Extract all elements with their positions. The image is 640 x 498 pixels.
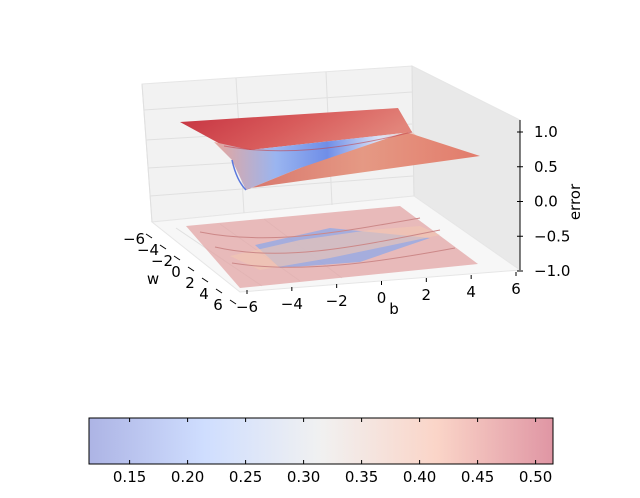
colorbar-tick-label: 0.15: [113, 468, 146, 486]
pane-gridline-h-3: [149, 175, 414, 197]
pane-gridline-v-3: [411, 65, 415, 197]
contour-floor-line-1: [199, 217, 421, 239]
z-tick-label: 0.0: [534, 193, 558, 211]
contour-floor-line-3: [231, 247, 456, 268]
colorbar: 0.15 0.20 0.25 0.30 0.35 0.40 0.45 0.50: [88, 417, 554, 486]
colorbar-tick-label: 0.40: [403, 468, 436, 486]
pane-gridline-v-0: [141, 83, 153, 223]
contour-floor-warm-band: [230, 226, 440, 270]
x-tick-label: 6: [511, 280, 521, 298]
surface-ridge: [223, 131, 413, 152]
colorbar-tick-label: 0.45: [461, 468, 494, 486]
surface-front-sheet: [246, 132, 480, 190]
colorbar-tick-label: 0.35: [345, 468, 378, 486]
surface-high-plateau: [180, 108, 412, 150]
z-tick-label: −1.0: [534, 262, 570, 280]
x-tick-label: −2: [326, 292, 348, 310]
y-tick-label: 2: [185, 274, 195, 292]
y-tick-mark: [229, 299, 237, 305]
contour-floor-line-2: [214, 229, 441, 254]
y-tick-mark: [187, 266, 195, 272]
z-tick-label: 0.5: [534, 158, 558, 176]
z-axis-label: error: [566, 183, 584, 220]
y-tick-mark: [145, 233, 153, 239]
colorbar-fill: [89, 418, 553, 464]
x-tick-label: −6: [236, 298, 258, 316]
y-tick-label: 6: [213, 296, 223, 314]
colorbar-frame: [88, 417, 554, 465]
colorbar-tick-label: 0.25: [229, 468, 262, 486]
y-tick-mark: [173, 255, 181, 261]
y-tick-label: 0: [171, 263, 181, 281]
y-tick-label: −6: [123, 230, 145, 248]
y-tick-label: −4: [137, 241, 159, 259]
y-tick-mark: [201, 277, 209, 283]
x-tick-label: 0: [377, 289, 387, 307]
colorbar-tick-label: 0.30: [287, 468, 320, 486]
colorbar-tick-label: 0.50: [519, 468, 552, 486]
x-axis-label: b: [389, 300, 399, 318]
surface: [180, 108, 480, 191]
colorbar-ticks: 0.15 0.20 0.25 0.30 0.35 0.40 0.45 0.50: [113, 418, 552, 486]
z-tick-label: 1.0: [534, 123, 558, 141]
x-tick-label: 2: [422, 286, 432, 304]
contour-floor: [186, 206, 478, 288]
x-tick-label: 4: [466, 283, 476, 301]
surface-valley-edge: [231, 159, 247, 191]
y-tick-mark: [159, 244, 167, 250]
colorbar-tick-label: 0.20: [171, 468, 204, 486]
pane-gridline-h-0: [143, 91, 413, 111]
y-tick-label: 4: [199, 285, 209, 303]
z-tick-label: −0.5: [534, 227, 570, 245]
y-tick-label: −2: [151, 252, 173, 270]
y-axis-label: w: [147, 270, 159, 288]
x-tick-label: −4: [281, 295, 303, 313]
y-tick-mark: [215, 288, 223, 294]
